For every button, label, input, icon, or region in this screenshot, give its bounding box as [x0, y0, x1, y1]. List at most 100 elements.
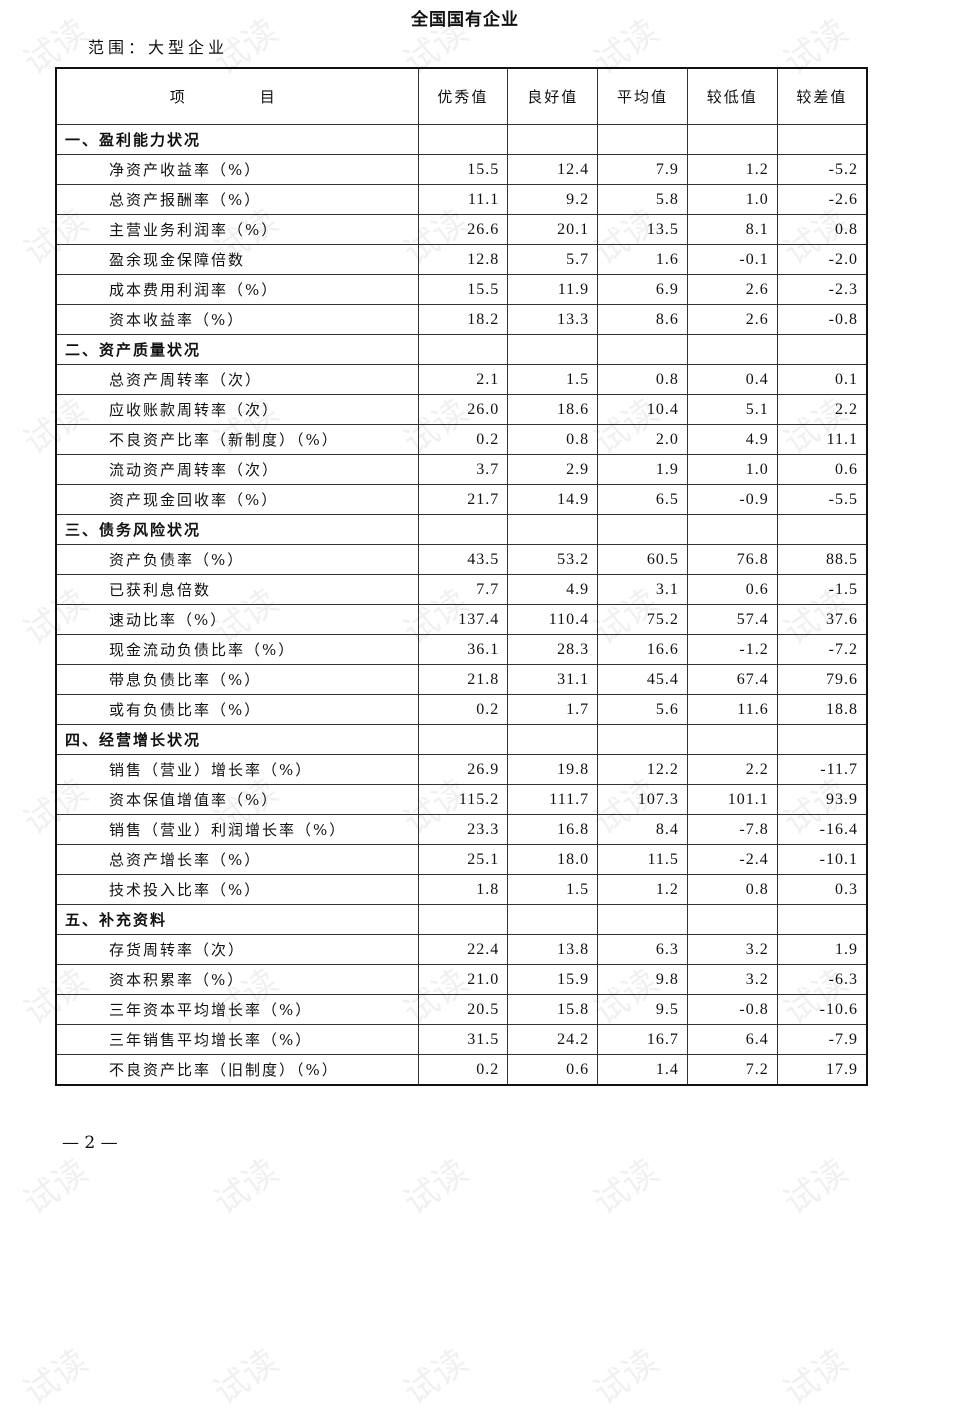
value-cell: 31.1 — [507, 664, 599, 695]
value-cell: 1.0 — [686, 184, 778, 215]
value-cell: 0.1 — [776, 364, 868, 395]
value-cell — [507, 334, 599, 365]
section-row: 四、经营增长状况 — [55, 724, 868, 755]
value-cell: 115.2 — [417, 784, 509, 815]
watermark: 试读 — [206, 1341, 286, 1414]
value-cell — [417, 514, 509, 545]
value-cell: 13.8 — [507, 934, 599, 965]
section-title: 三、债务风险状况 — [55, 514, 419, 545]
value-cell: 11.9 — [507, 274, 599, 305]
value-cell: 18.0 — [507, 844, 599, 875]
value-cell: 1.2 — [686, 154, 778, 185]
table-row: 资本保值增值率（%） 115.2 111.7 107.3 101.1 93.9 — [55, 784, 868, 815]
value-cell: 3.2 — [686, 934, 778, 965]
column-header-poor: 较差值 — [776, 67, 868, 125]
table-row: 不良资产比率（新制度）（%） 0.2 0.8 2.0 4.9 11.1 — [55, 424, 868, 455]
value-cell: 4.9 — [686, 424, 778, 455]
watermark: 试读 — [16, 1151, 96, 1224]
value-cell: 4.9 — [507, 574, 599, 605]
value-cell: -11.7 — [776, 754, 868, 785]
indicator-label: 销售（营业）利润增长率（%） — [55, 814, 419, 845]
value-cell: 12.8 — [417, 244, 509, 275]
value-cell: 0.2 — [417, 694, 509, 725]
value-cell: 6.9 — [597, 274, 688, 305]
watermark: 试读 — [586, 1341, 666, 1414]
value-cell — [507, 514, 599, 545]
value-cell: 0.6 — [686, 574, 778, 605]
value-cell: 17.9 — [776, 1054, 868, 1086]
value-cell: 110.4 — [507, 604, 599, 635]
value-cell — [776, 724, 868, 755]
value-cell: -7.9 — [776, 1024, 868, 1055]
indicator-label: 速动比率（%） — [55, 604, 419, 635]
value-cell: 16.6 — [597, 634, 688, 665]
value-cell: 60.5 — [597, 544, 688, 575]
value-cell: 11.1 — [417, 184, 509, 215]
value-cell: -6.3 — [776, 964, 868, 995]
value-cell: 3.1 — [597, 574, 688, 605]
table-row: 流动资产周转率（次） 3.7 2.9 1.9 1.0 0.6 — [55, 454, 868, 485]
value-cell — [686, 904, 778, 935]
value-cell — [597, 124, 688, 155]
value-cell: 11.5 — [597, 844, 688, 875]
indicator-label: 总资产周转率（次） — [55, 364, 419, 395]
value-cell: 10.4 — [597, 394, 688, 425]
value-cell — [417, 724, 509, 755]
value-cell: 0.8 — [686, 874, 778, 905]
value-cell: 0.6 — [776, 454, 868, 485]
value-cell: 5.8 — [597, 184, 688, 215]
value-cell: 45.4 — [597, 664, 688, 695]
value-cell: 26.9 — [417, 754, 509, 785]
value-cell — [776, 124, 868, 155]
indicator-label: 存货周转率（次） — [55, 934, 419, 965]
table-row: 存货周转率（次） 22.4 13.8 6.3 3.2 1.9 — [55, 934, 868, 965]
value-cell: 7.2 — [686, 1054, 778, 1086]
value-cell: -2.6 — [776, 184, 868, 215]
value-cell: 8.4 — [597, 814, 688, 845]
value-cell: 1.9 — [776, 934, 868, 965]
value-cell: 21.0 — [417, 964, 509, 995]
value-cell — [776, 904, 868, 935]
table-row: 或有负债比率（%） 0.2 1.7 5.6 11.6 18.8 — [55, 694, 868, 725]
value-cell: 21.8 — [417, 664, 509, 695]
value-cell: 0.6 — [507, 1054, 599, 1086]
table-row: 总资产报酬率（%） 11.1 9.2 5.8 1.0 -2.6 — [55, 184, 868, 215]
value-cell: 0.8 — [507, 424, 599, 455]
value-cell — [686, 724, 778, 755]
value-cell: -0.8 — [776, 304, 868, 335]
value-cell: 25.1 — [417, 844, 509, 875]
value-cell: 0.3 — [776, 874, 868, 905]
value-cell: -0.8 — [686, 994, 778, 1025]
table-row: 资本收益率（%） 18.2 13.3 8.6 2.6 -0.8 — [55, 304, 868, 335]
value-cell: 2.0 — [597, 424, 688, 455]
value-cell: 107.3 — [597, 784, 688, 815]
value-cell — [597, 904, 688, 935]
table-row: 三年销售平均增长率（%） 31.5 24.2 16.7 6.4 -7.9 — [55, 1024, 868, 1055]
value-cell: 19.8 — [507, 754, 599, 785]
indicator-label: 或有负债比率（%） — [55, 694, 419, 725]
indicator-label: 总资产增长率（%） — [55, 844, 419, 875]
value-cell — [776, 514, 868, 545]
table-row: 资本积累率（%） 21.0 15.9 9.8 3.2 -6.3 — [55, 964, 868, 995]
value-cell: 6.3 — [597, 934, 688, 965]
value-cell: 9.5 — [597, 994, 688, 1025]
table-row: 应收账款周转率（次） 26.0 18.6 10.4 5.1 2.2 — [55, 394, 868, 425]
value-cell: 20.5 — [417, 994, 509, 1025]
indicator-label: 资本保值增值率（%） — [55, 784, 419, 815]
value-cell: 9.8 — [597, 964, 688, 995]
value-cell: 15.5 — [417, 274, 509, 305]
value-cell: -7.8 — [686, 814, 778, 845]
column-header-average: 平均值 — [597, 67, 688, 125]
value-cell: 13.3 — [507, 304, 599, 335]
value-cell: 21.7 — [417, 484, 509, 515]
watermark: 试读 — [586, 1151, 666, 1224]
benchmark-table: 项 目 优秀值 良好值 平均值 较低值 较差值 一、盈利能力状况 净资产收益率（%… — [55, 67, 868, 1086]
value-cell — [507, 904, 599, 935]
table-row: 净资产收益率（%） 15.5 12.4 7.9 1.2 -5.2 — [55, 154, 868, 185]
indicator-label: 现金流动负债比率（%） — [55, 634, 419, 665]
value-cell — [417, 904, 509, 935]
value-cell: 12.2 — [597, 754, 688, 785]
value-cell: 2.1 — [417, 364, 509, 395]
value-cell: -10.6 — [776, 994, 868, 1025]
watermark: 试读 — [776, 1341, 856, 1414]
